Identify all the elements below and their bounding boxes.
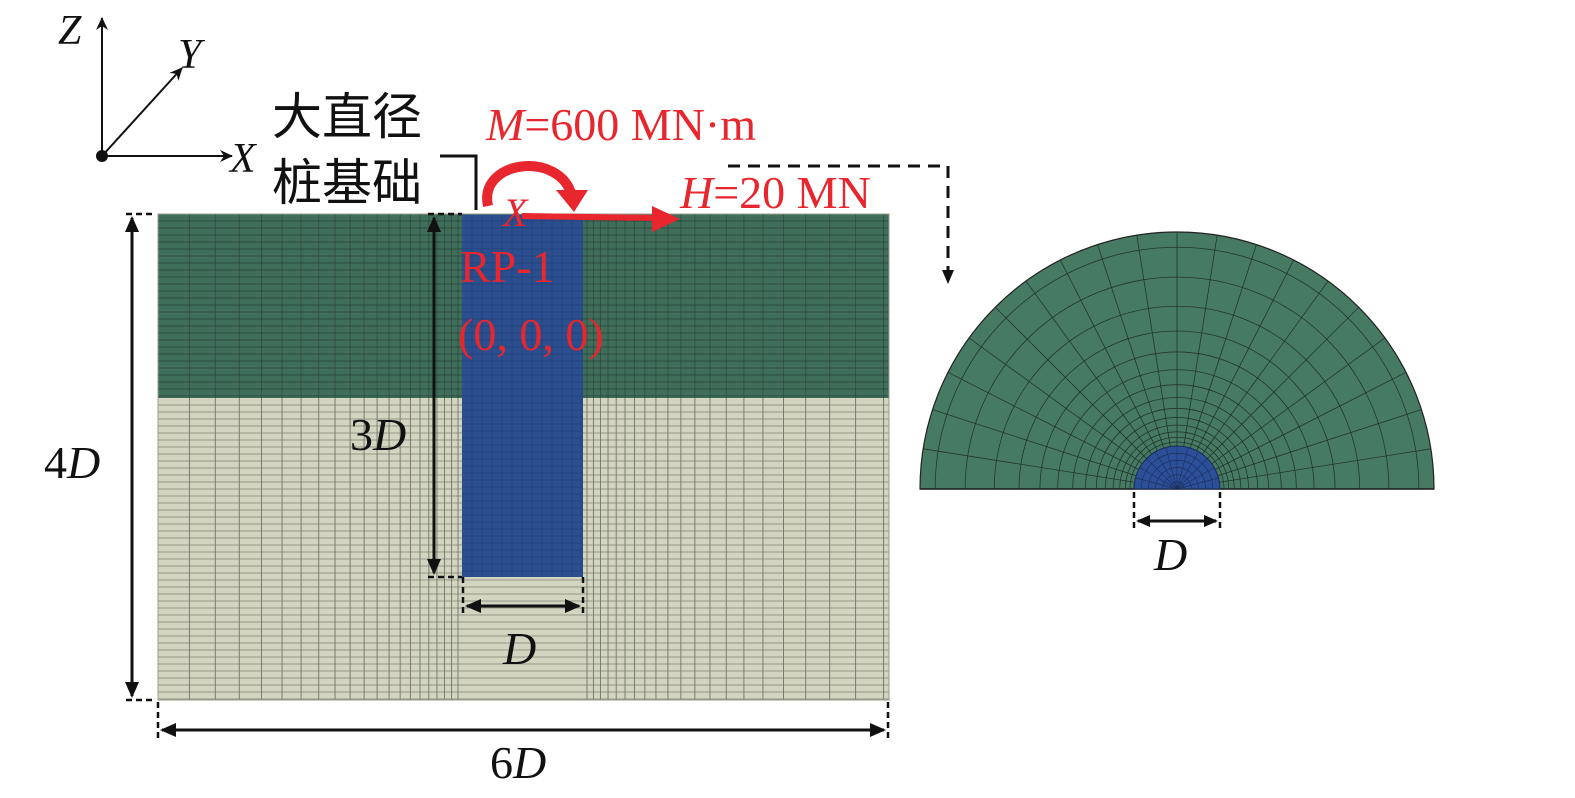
plan-pile-radial — [1146, 458, 1178, 490]
plan-pile-radial — [1139, 467, 1178, 490]
plan-view-leader — [728, 164, 954, 284]
plan-soil-radial — [1217, 409, 1422, 477]
horizontal-load-symbol: H — [679, 167, 716, 218]
horizontal-load-arrowhead — [652, 206, 680, 232]
plan-diameter-arrow-right — [1204, 515, 1218, 527]
pile-label-leader — [440, 154, 478, 210]
plan-soil-radial — [1211, 337, 1386, 465]
width-num: 6 — [490, 737, 513, 788]
plan-pile-mesh — [1133, 445, 1221, 490]
horizontal-load-arrow — [521, 213, 657, 221]
width-arrow-left — [160, 723, 176, 737]
soil-depth-arrow-top — [125, 216, 139, 232]
soil-depth-arrow-bottom — [125, 682, 139, 698]
soil-depth-label: 4D — [44, 437, 100, 488]
plan-pile-radial — [1176, 451, 1199, 490]
y-axis-label: Y — [178, 32, 206, 78]
plan-soil-radial — [994, 306, 1147, 459]
moment-label: M=600 MN·m — [485, 99, 756, 150]
pile-label-line2: 桩基础 — [272, 154, 422, 212]
pile-label-group: 大直径 桩基础 — [272, 88, 478, 212]
width-unit: D — [512, 737, 546, 788]
plan-soil-radial — [1189, 244, 1257, 449]
plan-pile-radial — [1176, 458, 1208, 490]
soil-depth-num: 4 — [44, 437, 67, 488]
plan-soil-radial — [1097, 244, 1165, 449]
coordinate-axes: Z Y X — [58, 8, 258, 182]
plan-soil-radial — [1201, 280, 1329, 455]
plan-pile-radial — [1176, 447, 1189, 490]
horizontal-load-label: H=20 MN — [679, 167, 871, 218]
plan-soil-radial — [1207, 306, 1360, 459]
plan-diameter-label: D — [1153, 529, 1187, 580]
plan-soil-radial — [923, 448, 1135, 483]
pile-diameter-arrow-left — [465, 599, 481, 613]
plan-pile-radial — [1176, 477, 1219, 490]
width-label: 6D — [490, 737, 546, 788]
plan-soil-radial — [968, 337, 1143, 465]
y-axis-line — [101, 67, 183, 157]
plan-soil-mesh — [919, 231, 1435, 489]
pile-diameter-arrow-right — [565, 599, 581, 613]
pile-diameter-label: D — [502, 623, 536, 674]
plan-soil-radial — [932, 409, 1137, 477]
load-annotations: M=600 MN·m H=20 MN X RP-1 (0, 0, 0) — [458, 99, 871, 360]
pile-depth-unit: D — [372, 409, 406, 460]
plan-pile-radial — [1135, 477, 1178, 490]
plan-dimensions: D — [1132, 492, 1222, 580]
plan-soil-radial — [1183, 235, 1218, 447]
soil-depth-unit: D — [66, 437, 100, 488]
moment-symbol: M — [485, 99, 527, 150]
plan-pile-radial — [1176, 467, 1215, 490]
plan-soil-radial — [1196, 259, 1295, 451]
origin-dot — [96, 150, 108, 162]
plan-view-leader-arrow — [942, 270, 954, 284]
plan-view-leader-line — [728, 164, 950, 272]
plan-diameter-arrow-left — [1136, 515, 1150, 527]
pile-mesh-lines — [462, 214, 583, 577]
pile-depth-arrow-bottom — [427, 559, 441, 575]
plan-pile-radial — [1155, 451, 1178, 490]
pile-depth-arrow-top — [427, 216, 441, 232]
pile-depth-num: 3 — [350, 409, 373, 460]
moment-arrowhead — [556, 190, 588, 212]
reference-point-coords: (0, 0, 0) — [458, 309, 604, 360]
plan-soil-radial — [1025, 280, 1153, 455]
plan-soil-radial — [947, 371, 1139, 470]
moment-arc — [482, 161, 577, 208]
plan-soil-radial — [1059, 259, 1158, 451]
horizontal-load-value: =20 MN — [713, 167, 871, 218]
width-arrow-right — [870, 723, 886, 737]
reference-point-marker: X — [501, 190, 529, 235]
plan-soil-radial — [1219, 448, 1431, 483]
plan-pile-radial — [1165, 447, 1178, 490]
elevation-mesh — [157, 213, 890, 701]
reference-point-name: RP-1 — [460, 241, 555, 292]
pile-depth-label: 3D — [350, 409, 406, 460]
z-axis-label: Z — [58, 8, 82, 54]
elevation-dimensions: 4D 3D D 6D — [44, 212, 890, 788]
moment-value: =600 MN·m — [524, 99, 756, 150]
x-axis-label: X — [228, 136, 258, 182]
plan-view — [919, 231, 1435, 490]
plan-soil-radial — [1136, 235, 1171, 447]
pile-label-line1: 大直径 — [272, 88, 422, 146]
plan-soil-radial — [1215, 371, 1407, 470]
